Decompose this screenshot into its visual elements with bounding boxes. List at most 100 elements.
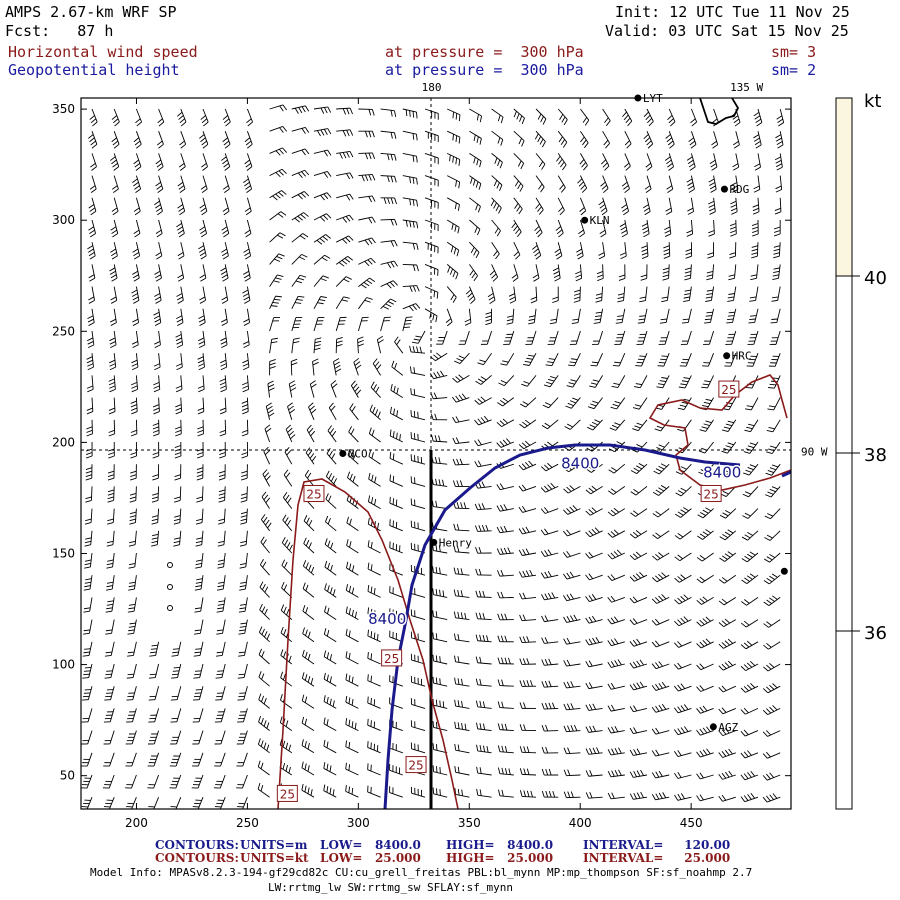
- wind-barb-flag: [597, 277, 604, 282]
- wind-barb: [629, 530, 648, 539]
- wind-barb-flag: [264, 450, 271, 455]
- wind-barb-flag: [394, 219, 398, 226]
- wind-barb-shaft: [617, 375, 626, 388]
- wind-barb-shaft: [411, 372, 426, 376]
- wind-barb: [519, 419, 537, 429]
- wind-barb-flag: [174, 426, 182, 430]
- wind-barb-shaft: [367, 546, 381, 554]
- wind-barb-flag: [562, 530, 568, 537]
- wind-barb-flag: [345, 762, 347, 770]
- wind-barb-flag: [689, 140, 696, 146]
- wind-barb-flag: [298, 256, 306, 261]
- wind-barb-flag: [262, 539, 267, 546]
- wind-barb-shaft: [155, 641, 160, 656]
- wind-barb-flag: [528, 322, 535, 325]
- wind-barb-flag: [323, 172, 329, 178]
- wind-barb-shaft: [596, 353, 604, 367]
- wind-barb: [640, 264, 648, 281]
- wind-barb-flag: [342, 217, 348, 223]
- wind-barb: [431, 456, 448, 465]
- wind-barb: [562, 571, 581, 580]
- wind-barb-shaft: [325, 498, 337, 509]
- wind-barb: [728, 264, 737, 281]
- wind-barb-flag: [373, 699, 376, 706]
- wind-barb-flag: [238, 655, 245, 657]
- wind-barb-flag: [193, 655, 201, 657]
- wind-barb-flag: [741, 558, 748, 563]
- wind-barb-flag: [347, 471, 351, 478]
- wind-barb: [475, 375, 492, 385]
- wind-barb-flag: [766, 686, 772, 692]
- wind-barb: [242, 353, 250, 371]
- wind-barb: [762, 772, 781, 781]
- wind-barb-flag: [279, 105, 284, 112]
- wind-barb: [257, 760, 270, 776]
- wind-barb-flag: [493, 202, 497, 209]
- wind-barb-flag: [771, 464, 779, 468]
- wind-barb-flag: [456, 480, 460, 487]
- wind-barb-flag: [610, 595, 616, 602]
- wind-barb-flag: [129, 540, 136, 544]
- wind-barb-flag: [591, 507, 597, 513]
- wind-barb-flag: [768, 426, 775, 430]
- wind-barb: [214, 708, 226, 723]
- wind-barb-flag: [721, 707, 727, 713]
- wind-barb-shaft: [380, 260, 395, 265]
- wind-barb-shaft: [757, 153, 761, 168]
- wind-barb-flag: [623, 210, 629, 216]
- wind-barb: [557, 130, 568, 148]
- wind-barb-flag: [600, 207, 607, 212]
- wind-barb-shaft: [380, 108, 395, 112]
- wind-barb: [147, 752, 160, 767]
- wind-barb-flag: [763, 558, 770, 563]
- wind-barb-shaft: [455, 749, 470, 754]
- wind-barb-flag: [747, 750, 752, 756]
- wind-barb: [652, 508, 670, 518]
- wind-barb: [557, 197, 565, 216]
- wind-barb-flag: [626, 143, 632, 149]
- wind-barb-flag: [651, 772, 656, 779]
- wind-barb: [491, 175, 503, 191]
- wind-barb: [129, 508, 137, 525]
- wind-barb-shaft: [424, 219, 439, 226]
- wind-barb-flag: [131, 341, 138, 345]
- wind-barb-flag: [348, 585, 352, 593]
- wind-barb-flag: [569, 506, 575, 512]
- wind-barb-flag: [658, 552, 664, 557]
- wind-barb-flag: [635, 530, 642, 535]
- wind-barb-flag: [301, 739, 304, 746]
- wind-barb-flag: [589, 791, 593, 799]
- wind-barb-flag: [241, 407, 249, 411]
- wind-barb-flag: [221, 156, 227, 161]
- wind-barb: [487, 286, 496, 304]
- wind-barb-flag: [109, 337, 116, 342]
- wind-barb-flag: [130, 452, 137, 455]
- wind-barb-shaft: [633, 685, 648, 691]
- wind-barb-flag: [152, 474, 159, 478]
- wind-barb-flag: [733, 118, 740, 124]
- wind-barb-flag: [153, 381, 160, 386]
- wind-barb: [86, 419, 93, 437]
- wind-barb-flag: [133, 252, 140, 257]
- wind-barb-flag: [721, 555, 728, 560]
- wind-barb-shaft: [522, 508, 537, 513]
- wind-barb: [243, 264, 251, 282]
- wind-barb-flag: [561, 116, 566, 123]
- wind-barb-flag: [485, 524, 489, 532]
- wind-barb-flag: [351, 676, 354, 684]
- wind-barb-shaft: [557, 108, 568, 120]
- wind-barb-flag: [127, 673, 134, 676]
- wind-barb-shaft: [291, 274, 301, 287]
- wind-barb-flag: [258, 626, 263, 633]
- wind-barb-flag: [269, 366, 276, 369]
- wind-barb: [718, 618, 737, 628]
- wind-barb: [87, 242, 96, 260]
- wind-barb-shaft: [246, 219, 252, 234]
- wind-barb: [215, 686, 226, 701]
- wind-barb-flag: [217, 607, 224, 610]
- wind-barb-shaft: [513, 153, 524, 164]
- wind-barb-flag: [432, 743, 435, 750]
- wind-barb: [402, 108, 418, 119]
- wind-barb: [357, 316, 369, 332]
- wind-barb: [718, 727, 736, 737]
